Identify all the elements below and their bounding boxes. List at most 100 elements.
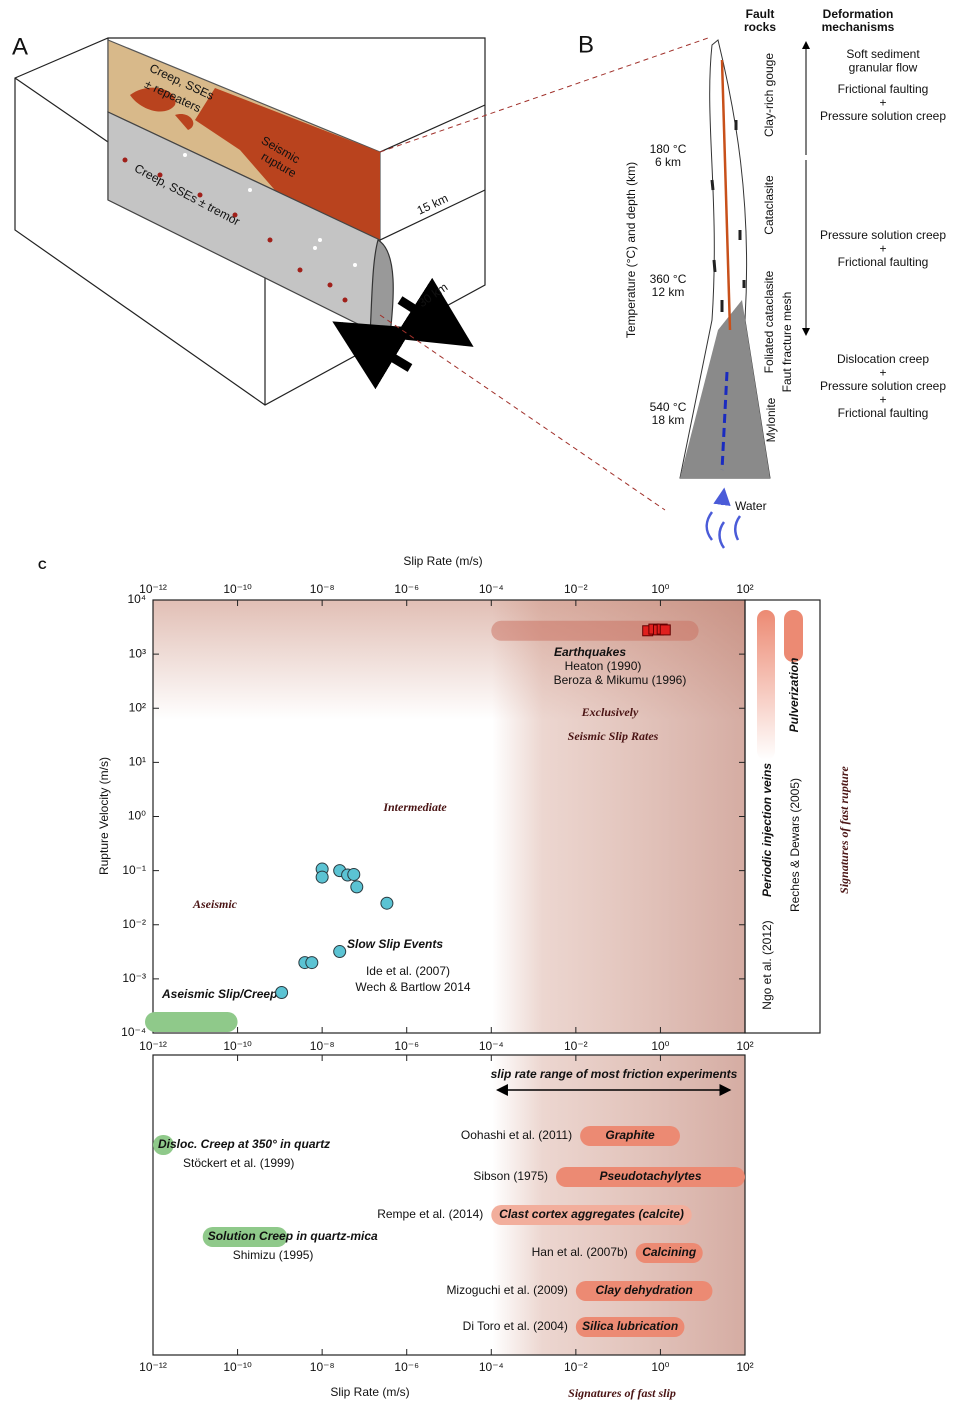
x-tick-label: 10⁻² [564, 1039, 588, 1053]
panel-b-text: 180 °C6 km 360 °C12 km 540 °C18 km Soft sed… [650, 47, 947, 427]
connector [379, 37, 709, 511]
x-axis-title: Slip Rate (m/s) [403, 554, 482, 568]
y-tick-label: 10⁻⁴ [121, 1025, 146, 1039]
region-label: Seismic Slip Rates [568, 729, 659, 743]
mechanism: Dislocation creep [837, 352, 929, 366]
reference: Shimizu (1995) [233, 1248, 314, 1262]
column-header: Fault [746, 7, 775, 21]
experiment-range [635, 1243, 703, 1263]
x-tick-label: 10² [736, 1360, 753, 1374]
panel-title: Signatures of fast slip [568, 1386, 676, 1400]
x-tick-label: 10⁻² [564, 582, 588, 596]
reference: Ngo et al. (2012) [760, 920, 774, 1009]
mechanism: Pressure solution creep [820, 379, 946, 393]
x-tick-label: 10⁻¹⁰ [223, 582, 252, 596]
point [275, 986, 289, 1000]
y-axis-title: Rupture Velocity (m/s) [97, 757, 111, 875]
mechanism: Pressure solution creep [820, 228, 946, 242]
panel-a [14, 37, 486, 406]
experiment-label: Clast cortex aggregates (calcite) [499, 1207, 684, 1221]
y-tick-label: 10⁻¹ [122, 863, 146, 877]
column-header: mechanisms [822, 20, 895, 34]
y-tick-label: 10⁻² [122, 917, 146, 931]
x-tick-label: 10⁰ [651, 582, 669, 596]
experiment-range [575, 1281, 713, 1301]
signature-label: Pulverization [787, 658, 801, 733]
experiment-label: Calcining [642, 1245, 697, 1259]
point [333, 945, 347, 959]
shading [153, 600, 803, 1355]
series-label: Earthquakes [554, 645, 626, 659]
depth: 12 km [652, 285, 685, 299]
depth: 18 km [652, 413, 685, 427]
panel-title: Signatures of fast rupture [837, 765, 851, 893]
point [659, 624, 671, 636]
mechanism: granular flow [849, 61, 918, 75]
reference: Reches & Dewars (2005) [788, 778, 802, 912]
temperature: 540 °C [650, 400, 687, 414]
fault-rock: Faut fracture mesh [780, 292, 794, 393]
x-tick-label: 10⁻⁴ [479, 1039, 504, 1053]
fault-rock: Foliated cataclasite [762, 270, 776, 373]
y-tick-label: 10⁰ [128, 809, 146, 823]
reference: Wech & Bartlow 2014 [355, 980, 470, 994]
axis-label: Temperature (°C) and depth (km) [624, 162, 638, 338]
depth: 6 km [655, 155, 681, 169]
x-tick-label: 10⁻⁸ [310, 1039, 335, 1053]
mechanism: + [879, 366, 886, 380]
experiment-range [580, 1126, 680, 1146]
mechanism: Soft sediment [846, 47, 920, 61]
x-tick-label: 10⁻¹⁰ [223, 1360, 252, 1374]
creep-range [145, 1011, 238, 1032]
mechanism: Pressure solution creep [820, 109, 946, 123]
reference: Stöckert et al. (1999) [183, 1156, 294, 1170]
reference: Ide et al. (2007) [366, 964, 450, 978]
point [350, 880, 364, 894]
x-tick-label: 10⁻¹² [139, 1039, 167, 1053]
fault-rock: Clay-rich gouge [762, 53, 776, 137]
reference: Heaton (1990) [565, 659, 642, 673]
x-tick-label: 10⁻¹⁰ [223, 1039, 252, 1053]
experiment-range [575, 1317, 685, 1337]
x-tick-label: 10² [736, 1039, 753, 1053]
column-header: rocks [744, 20, 776, 34]
panel-label: A [12, 33, 28, 60]
series-label: Slow Slip Events [347, 937, 443, 951]
reference: Di Toro et al. (2004) [463, 1319, 568, 1333]
reference: Mizoguchi et al. (2009) [446, 1283, 567, 1297]
fault-rock: Mylonite [764, 397, 778, 442]
experiment-label: Disloc. Creep at 350° in quartz [158, 1137, 330, 1151]
x-tick-label: 10⁻⁸ [310, 1360, 335, 1374]
signature-label: Periodic injection veins [760, 763, 774, 897]
reference: Han et al. (2007b) [532, 1245, 628, 1259]
plot: 10⁻¹² 10⁻¹² 10⁻¹² 10⁻¹⁰ 10⁻¹⁰ 10⁻¹⁰ 10⁻⁸ 10⁻⁸ 10… [121, 582, 754, 1374]
x-tick-label: 10⁻⁶ [394, 1039, 419, 1053]
temperature: 360 °C [650, 272, 687, 286]
x-tick-label: 10⁰ [651, 1360, 669, 1374]
y-tick-label: 10⁴ [127, 592, 146, 606]
experiment-label: Clay dehydration [595, 1283, 692, 1297]
y-tick-label: 10² [129, 700, 146, 714]
mechanism: + [879, 393, 886, 407]
x-tick-label: 10⁻¹² [139, 582, 167, 596]
point [305, 956, 319, 970]
x-tick-label: 10⁰ [651, 1039, 669, 1053]
panel-label: B [578, 31, 594, 58]
reference: Beroza & Mikumu (1996) [554, 673, 687, 687]
panel-b [679, 40, 806, 549]
point [380, 896, 394, 910]
mechanism: Frictional faulting [838, 406, 929, 420]
x-tick-label: 10⁻² [564, 1360, 588, 1374]
experiment-range [556, 1167, 745, 1187]
region-label: Intermediate [382, 800, 447, 814]
range-label: Aseismic Slip/Creep [161, 987, 277, 1001]
y-tick-label: 10⁻³ [122, 971, 146, 985]
experiment-label: Graphite [605, 1128, 655, 1142]
experiment-range [491, 1205, 692, 1225]
dimension-label: 30 km [416, 280, 451, 310]
x-tick-label: 10⁻⁶ [394, 1360, 419, 1374]
range-label: slip rate range of most friction experim… [491, 1067, 738, 1081]
region-label: Aseismic [192, 897, 238, 911]
y-tick-label: 10¹ [129, 755, 146, 769]
x-tick-label: 10⁻¹² [139, 1360, 167, 1374]
